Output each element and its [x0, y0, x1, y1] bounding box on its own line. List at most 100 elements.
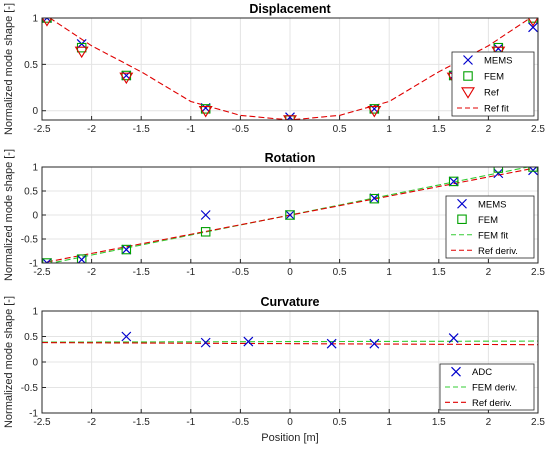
- curvature-ref-deriv-line: [42, 342, 538, 346]
- rotation-legend-fem-swatch: [457, 214, 467, 225]
- rotation-fem-point: [76, 254, 87, 263]
- rotation-y-tick-label: 1: [32, 163, 38, 174]
- rotation-fem-point: [448, 176, 459, 187]
- rotation-mems-point: [369, 193, 380, 204]
- panel-displacement: -2.5 -2 -1.5 -1 -0.5 0 0.5 1 1.5 2 2.5 0 0.5 1 Displac…: [3, 2, 545, 135]
- displacement-legend-ref-swatch: [461, 87, 475, 99]
- curvature-y-tick-label: -0.5: [21, 383, 39, 394]
- curvature-x-tick-label: 1: [386, 417, 392, 428]
- displacement-fem-point: [528, 18, 538, 23]
- displacement-ref-point: [283, 115, 297, 120]
- rotation-x-tick-label: -1.5: [133, 267, 151, 278]
- rotation-x-tick-label: 1.5: [432, 267, 446, 278]
- displacement-ref-point: [527, 18, 538, 27]
- displacement-mems-point: [528, 22, 538, 33]
- rotation-mems-point: [493, 168, 504, 179]
- rotation-mems-point: [448, 176, 459, 187]
- curvature-y-tick-label: 0: [32, 358, 38, 369]
- curvature-axes-box: [41, 310, 539, 414]
- rotation-fem-point: [369, 193, 380, 204]
- rotation-fem-point: [285, 210, 295, 220]
- curvature-x-tick-label: -1.5: [133, 417, 151, 428]
- displacement-ref-point: [74, 46, 89, 59]
- panel-curvature: -2.5 -2 -1.5 -1 -0.5 0 0.5 1 1.5 2 2.5 -1 -0.5 0 0.5 1 C…: [3, 295, 545, 444]
- rotation-legend-ref-deriv-label: Ref deriv.: [478, 246, 518, 257]
- displacement-legend-ref-label: Ref: [484, 88, 499, 99]
- curvature-x-tick-label: -0.5: [232, 417, 250, 428]
- curvature-series-group: [42, 331, 538, 349]
- rotation-x-tick-label: -2.5: [33, 267, 51, 278]
- rotation-legend-fem-label: FEM: [478, 215, 498, 226]
- rotation-x-tick-label: -1: [186, 267, 195, 278]
- rotation-x-tick-label: 0: [287, 267, 293, 278]
- rotation-y-tick-label: -1: [29, 259, 38, 270]
- displacement-legend: MEMS FEM Ref Ref fit: [451, 51, 535, 117]
- curvature-legend-adc-swatch: [451, 366, 461, 377]
- curvature-x-tick-label: 0: [287, 417, 293, 428]
- curvature-adc-point: [326, 338, 337, 349]
- curvature-adc-point: [243, 336, 254, 347]
- curvature-fem-deriv-line: [42, 340, 538, 343]
- curvature-adc-point: [448, 333, 459, 343]
- curvature-adc-point: [369, 338, 380, 349]
- rotation-fem-point: [493, 167, 504, 173]
- curvature-y-label: Normalized mode shape [-]: [3, 296, 15, 428]
- displacement-axes-box: [41, 17, 539, 121]
- rotation-mems-point: [42, 258, 52, 263]
- displacement-y-tick-label: 1: [32, 14, 38, 25]
- displacement-x-tick-label: 1.5: [432, 124, 446, 135]
- displacement-title: Displacement: [249, 2, 331, 16]
- displacement-legend-fem-label: FEM: [484, 72, 504, 83]
- curvature-y-tick-label: -1: [29, 409, 38, 420]
- rotation-x-tick-label: 0.5: [333, 267, 347, 278]
- curvature-x-tick-label: 1.5: [432, 417, 446, 428]
- displacement-y-tick-label: 0.5: [24, 60, 38, 71]
- curvature-x-tick-label: -2: [87, 417, 96, 428]
- curvature-adc-point: [200, 337, 211, 348]
- curvature-legend-adc-label: ADC: [472, 367, 492, 378]
- displacement-legend-mems-swatch: [463, 55, 473, 65]
- curvature-title: Curvature: [260, 295, 319, 309]
- rotation-axes-box: [41, 166, 539, 264]
- curvature-x-tick-label: 2: [486, 417, 492, 428]
- rotation-mems-point: [200, 210, 211, 220]
- curvature-legend: ADC FEM deriv. Ref deriv.: [439, 363, 535, 411]
- rotation-y-tick-label: 0: [32, 211, 38, 222]
- displacement-legend-fem-swatch: [463, 71, 473, 81]
- displacement-x-tick-label: -2.5: [33, 124, 51, 135]
- curvature-y-tick-label: 0.5: [24, 332, 38, 343]
- rotation-x-tick-label: -2: [87, 267, 96, 278]
- displacement-ref-point: [119, 72, 134, 85]
- panels: -2.5 -2 -1.5 -1 -0.5 0 0.5 1 1.5 2 2.5 0 0.5 1 Displac…: [3, 2, 545, 444]
- rotation-title: Rotation: [265, 151, 316, 165]
- rotation-x-tick-label: 1: [386, 267, 392, 278]
- rotation-legend-mems-label: MEMS: [478, 199, 507, 210]
- rotation-fem-point: [121, 244, 132, 255]
- rotation-x-tick-label: 2.5: [531, 267, 545, 278]
- curvature-x-tick-label: -1: [186, 417, 195, 428]
- displacement-x-tick-label: 0.5: [333, 124, 347, 135]
- displacement-legend-mems-label: MEMS: [484, 56, 513, 67]
- rotation-x-tick-label: 2: [486, 267, 492, 278]
- curvature-x-tick-label: 0.5: [333, 417, 347, 428]
- displacement-ref-point: [198, 105, 213, 118]
- rotation-mems-point: [285, 210, 295, 220]
- rotation-legend-box: [445, 195, 535, 259]
- displacement-x-tick-label: 1: [386, 124, 392, 135]
- displacement-x-tick-label: -1: [186, 124, 195, 135]
- rotation-legend: MEMS FEM FEM fit Ref deriv.: [445, 195, 535, 259]
- displacement-x-tick-label: -1.5: [133, 124, 151, 135]
- displacement-ref-point: [367, 105, 382, 118]
- rotation-y-label: Normalized mode shape [-]: [3, 149, 15, 281]
- displacement-y-label: Normalized mode shape [-]: [3, 3, 15, 135]
- curvature-x-tick-label: -2.5: [33, 417, 51, 428]
- curvature-adc-point: [121, 331, 132, 342]
- panel-rotation: -2.5 -2 -1.5 -1 -0.5 0 0.5 1 1.5 2 2.5 -1 -0.5 0 0.5 1 R…: [3, 149, 545, 281]
- rotation-legend-mems-swatch: [457, 198, 467, 209]
- rotation-fem-point: [200, 227, 211, 237]
- curvature-x-label: Position [m]: [261, 432, 318, 444]
- rotation-y-tick-label: -0.5: [21, 235, 39, 246]
- curvature-legend-ref-deriv-label: Ref deriv.: [472, 398, 512, 409]
- rotation-x-tick-label: -0.5: [232, 267, 250, 278]
- rotation-mems-point: [121, 244, 132, 255]
